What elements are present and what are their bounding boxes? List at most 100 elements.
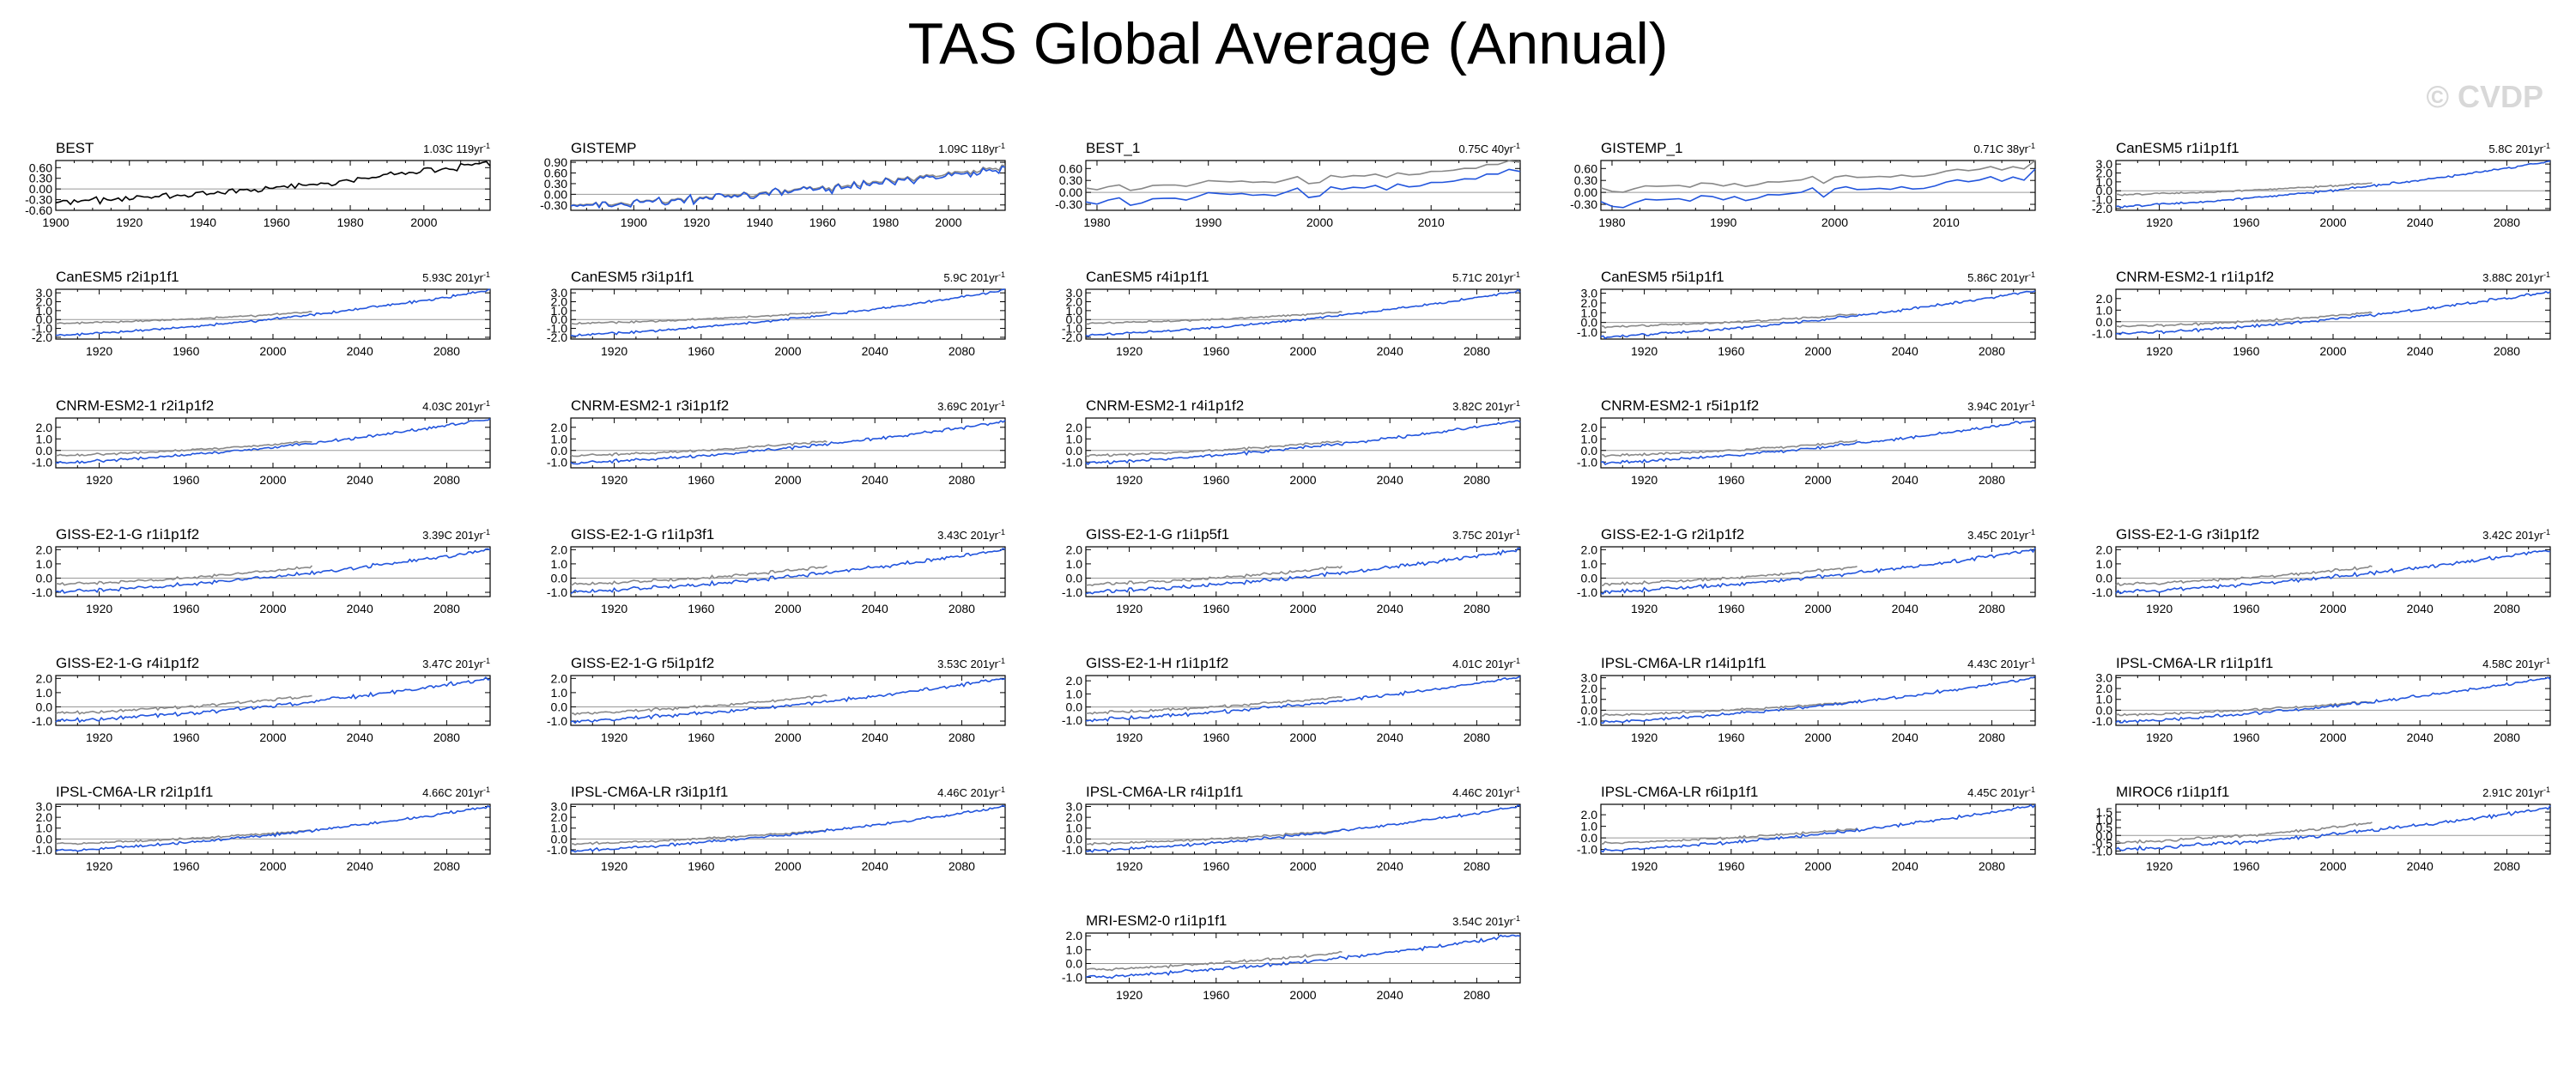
model-series-line bbox=[1600, 290, 2036, 340]
x-tick-label: 1960 bbox=[2233, 859, 2259, 873]
panel-title: GISS-E2-1-G r2i1p1f2 bbox=[1601, 526, 1744, 543]
trend-superscript: -1 bbox=[2543, 270, 2550, 279]
y-tick-label: 1.0 bbox=[551, 821, 568, 835]
x-tick-label: 2080 bbox=[949, 344, 975, 358]
y-tick-label: -1.0 bbox=[547, 714, 567, 728]
x-tick-label: 2000 bbox=[1804, 344, 1831, 358]
chart-panel-ipsl-cm6a-lr-r14i1p1f1: IPSL-CM6A-LR r14i1p1f1 4.43C 201yr-1 1920 1… bbox=[1577, 655, 2036, 744]
trend-label: 3.69C 201yr-1 bbox=[937, 399, 1005, 413]
y-tick-label: 1.0 bbox=[36, 557, 53, 571]
x-tick-label: 1920 bbox=[1116, 988, 1143, 1002]
x-tick-label: 2000 bbox=[259, 859, 286, 873]
x-tick-label: 2040 bbox=[1892, 859, 1918, 873]
y-tick-label: -1.0 bbox=[1062, 322, 1082, 336]
y-tick-label: -1.0 bbox=[2092, 585, 2112, 599]
x-tick-label: 2000 bbox=[774, 859, 801, 873]
trend-label: 3.53C 201yr-1 bbox=[937, 657, 1005, 670]
trend-superscript: -1 bbox=[2543, 142, 2550, 150]
y-tick-label: 1.0 bbox=[2096, 813, 2113, 827]
x-tick-label: 1920 bbox=[1631, 602, 1658, 615]
x-tick-label: 2080 bbox=[2494, 730, 2520, 744]
observed-series-line bbox=[1085, 695, 1343, 715]
trend-superscript: -1 bbox=[1513, 142, 1520, 150]
trend-label: 1.09C 118yr-1 bbox=[938, 142, 1005, 155]
y-tick-label: 2.0 bbox=[36, 671, 53, 685]
y-tick-label: 2.0 bbox=[2096, 167, 2113, 180]
x-tick-label: 1940 bbox=[190, 215, 216, 229]
chart-panel-cnrm-esm2-1-r2i1p1f2: CNRM-ESM2-1 r2i1p1f2 4.03C 201yr-1 1920 196… bbox=[32, 397, 491, 487]
model-series-line bbox=[55, 418, 491, 464]
chart-panel-cnrm-esm2-1-r4i1p1f2: CNRM-ESM2-1 r4i1p1f2 3.82C 201yr-1 1920 196… bbox=[1062, 397, 1521, 487]
y-tick-label: 3.0 bbox=[551, 286, 568, 300]
plot-frame bbox=[55, 417, 491, 469]
trend-superscript: -1 bbox=[998, 785, 1005, 794]
y-tick-label: 0.0 bbox=[1066, 832, 1083, 846]
y-tick-label: -1.0 bbox=[1577, 455, 1597, 469]
chart-panel-ipsl-cm6a-lr-r2i1p1f1: IPSL-CM6A-LR r2i1p1f1 4.66C 201yr-1 1920 19… bbox=[32, 784, 491, 873]
y-tick-label: 3.0 bbox=[2096, 671, 2113, 685]
y-tick-label: 0.0 bbox=[36, 444, 53, 458]
y-tick-label: 0.0 bbox=[2096, 703, 2113, 717]
observed-series-line bbox=[570, 164, 1006, 208]
x-tick-label: 2080 bbox=[949, 859, 975, 873]
x-tick-label: 1920 bbox=[2146, 602, 2173, 615]
model-series-line bbox=[1085, 676, 1521, 723]
panel-title: MIROC6 r1i1p1f1 bbox=[2116, 784, 2229, 800]
x-tick-label: 1920 bbox=[601, 473, 627, 487]
observed-series-line bbox=[570, 311, 827, 325]
chart-panel-canesm5-r4i1p1f1: CanESM5 r4i1p1f1 5.71C 201yr-1 1920 1960 200… bbox=[1062, 269, 1521, 358]
observed-series-line bbox=[1085, 311, 1343, 325]
trend-label: 5.8C 201yr-1 bbox=[2488, 142, 2550, 155]
panel-title: BEST bbox=[56, 140, 94, 156]
trend-label: 3.88C 201yr-1 bbox=[2482, 270, 2550, 284]
y-tick-label: -1.0 bbox=[1577, 714, 1597, 728]
trend-label: 4.01C 201yr-1 bbox=[1452, 657, 1520, 670]
panel-title: IPSL-CM6A-LR r3i1p1f1 bbox=[571, 784, 728, 800]
y-tick-label: 0.00 bbox=[1574, 185, 1597, 199]
x-tick-label: 2000 bbox=[259, 473, 286, 487]
x-tick-label: 1920 bbox=[1631, 344, 1658, 358]
y-tick-label: 1.0 bbox=[36, 821, 53, 835]
y-tick-label: 1.0 bbox=[36, 304, 53, 318]
y-tick-label: -1.0 bbox=[1062, 971, 1082, 985]
x-tick-label: 2040 bbox=[1377, 344, 1403, 358]
y-tick-label: -1.0 bbox=[1577, 585, 1597, 599]
trend-superscript: -1 bbox=[483, 270, 490, 279]
y-tick-label: 1.0 bbox=[1581, 693, 1598, 706]
y-tick-label: 0.0 bbox=[36, 312, 53, 326]
chart-panel-mri-esm2-0-r1i1p1f1: MRI-ESM2-0 r1i1p1f1 3.54C 201yr-1 1920 1960… bbox=[1062, 912, 1521, 1002]
x-tick-label: 2000 bbox=[1289, 859, 1316, 873]
x-tick-label: 2000 bbox=[2319, 344, 2346, 358]
y-tick-label: 0.0 bbox=[2096, 315, 2113, 329]
x-tick-label: 1960 bbox=[1718, 602, 1744, 615]
x-tick-label: 2080 bbox=[433, 473, 460, 487]
panel-title: CanESM5 r5i1p1f1 bbox=[1601, 269, 1724, 285]
trend-superscript: -1 bbox=[998, 657, 1005, 665]
trend-label: 4.45C 201yr-1 bbox=[1967, 785, 2035, 799]
x-tick-label: 1990 bbox=[1195, 215, 1221, 229]
y-tick-label: 2.0 bbox=[1581, 543, 1598, 556]
observed-series-line bbox=[2115, 311, 2373, 328]
y-tick-label: -1.0 bbox=[2092, 193, 2112, 207]
panel-title: CanESM5 r3i1p1f1 bbox=[571, 269, 694, 285]
observed-series-line bbox=[55, 161, 491, 206]
model-series-line bbox=[570, 166, 1006, 209]
y-tick-label: 2.0 bbox=[551, 671, 568, 685]
observed-series-line bbox=[570, 828, 828, 846]
model-series-line bbox=[570, 548, 1006, 595]
x-tick-label: 2040 bbox=[2407, 215, 2434, 229]
x-tick-label: 2000 bbox=[259, 730, 286, 744]
x-tick-label: 2000 bbox=[774, 344, 801, 358]
x-tick-label: 1920 bbox=[116, 215, 142, 229]
x-tick-label: 1920 bbox=[601, 859, 627, 873]
plot-frame bbox=[1085, 675, 1521, 726]
model-series-line bbox=[56, 288, 491, 337]
y-tick-label: -1.0 bbox=[32, 843, 52, 857]
model-series-line bbox=[1600, 547, 2036, 595]
x-tick-label: 2040 bbox=[2407, 344, 2434, 358]
y-tick-label: 1.0 bbox=[2096, 175, 2113, 189]
trend-label: 3.45C 201yr-1 bbox=[1967, 528, 2035, 542]
observed-series-line bbox=[570, 440, 827, 458]
x-tick-label: 2040 bbox=[1377, 859, 1403, 873]
